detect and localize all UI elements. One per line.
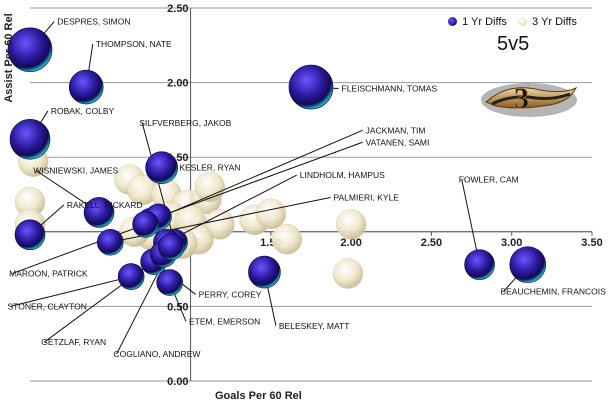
bubble-3yr	[194, 171, 226, 203]
bubble-3yr	[332, 258, 364, 289]
data-label: FLEISCHMANN, TOMAS	[342, 84, 438, 94]
legend: 1 Yr Diffs 3 Yr Diffs	[448, 16, 585, 28]
data-label: JACKMAN, TIM	[366, 125, 426, 135]
x-tick-label: 3.50	[581, 237, 602, 249]
data-label: ETEM, EMERSON	[189, 316, 260, 326]
bubble-1yr	[132, 211, 159, 238]
y-tick-label: 2.00	[167, 78, 188, 90]
data-label: FOWLER, CAM	[459, 175, 519, 185]
bubble-1yr	[156, 269, 183, 296]
x-axis-title: Goals Per 60 Rel	[215, 390, 302, 402]
legend-label-3yr: 3 Yr Diffs	[532, 16, 577, 28]
leader-line	[10, 276, 132, 307]
y-tick-label: 0.50	[167, 301, 188, 313]
data-label: KESLER, RYAN	[179, 163, 240, 173]
y-tick-label: 2.50	[167, 3, 188, 15]
legend-marker-cream-icon	[517, 17, 527, 26]
y-axis-title: Assist Per 60 Rel	[3, 13, 15, 103]
leader-line	[11, 223, 146, 275]
leader-line	[150, 129, 363, 222]
y-tick-label: 0.00	[167, 376, 188, 388]
data-label: VATANEN, SAMI	[366, 137, 430, 147]
data-label: PERRY, COREY	[199, 289, 262, 299]
x-tick-label: 2.50	[421, 237, 442, 249]
bubble-1yr	[14, 219, 46, 251]
legend-label-1yr: 1 Yr Diffs	[462, 16, 507, 28]
data-label: RAKELL, RICKARD	[67, 200, 143, 210]
bubble-3yr	[271, 224, 303, 255]
x-tick-label: 2.00	[340, 237, 361, 249]
x-tick-label: 3.00	[501, 237, 522, 249]
bubble-1yr	[7, 27, 53, 73]
bubble-1yr	[9, 118, 51, 160]
logo-text: 3	[514, 82, 529, 115]
data-label: PALMIERI, KYLE	[333, 192, 399, 202]
leader-line	[166, 174, 297, 243]
anaheim-ducks-logo-icon: 3	[481, 82, 578, 117]
bubble-3yr	[255, 198, 287, 230]
bubble-3yr	[335, 209, 367, 240]
data-label: WISNIEWSKI, JAMES	[33, 166, 118, 176]
bubble-1yr	[509, 246, 547, 283]
data-label: STONER, CLAYTON	[8, 301, 87, 311]
data-label: DESPRES, SIMON	[57, 16, 130, 26]
data-label: ROBAK, COLBY	[51, 106, 115, 116]
bubble-1yr	[158, 233, 185, 261]
bubble-1yr	[96, 228, 124, 256]
bubble-3yr	[204, 209, 235, 240]
bubble-1yr	[68, 69, 104, 105]
data-label: COGLIANO, ANDREW	[113, 349, 200, 359]
legend-marker-blue-icon	[448, 17, 457, 26]
leader-line	[158, 141, 363, 218]
bubble-1yr	[288, 64, 334, 110]
chart-subtitle: 5v5	[497, 33, 530, 55]
data-label: THOMPSON, NATE	[96, 39, 172, 49]
bubble-1yr	[83, 197, 115, 228]
bubble-1yr	[464, 249, 495, 280]
data-label: SILFVERBERG, JAKOB	[139, 118, 231, 128]
legend-item-3yr: 3 Yr Diffs	[517, 16, 577, 28]
bubble-1yr	[248, 255, 281, 289]
data-label: LINDHOLM, HAMPUS	[300, 170, 385, 180]
data-label: GETZLAF, RYAN	[41, 337, 106, 347]
bubble-1yr	[117, 263, 145, 290]
data-label: BELESKEY, MATT	[279, 321, 350, 331]
data-label: BEAUCHEMIN, FRANCOIS	[500, 286, 606, 296]
legend-item-1yr: 1 Yr Diffs	[448, 16, 507, 28]
bubble-1yr	[145, 151, 178, 184]
data-label: MAROON, PATRICK	[9, 269, 88, 279]
